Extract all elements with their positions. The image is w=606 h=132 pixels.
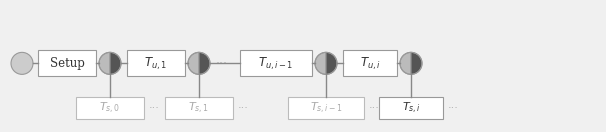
- Wedge shape: [400, 52, 411, 74]
- Text: ···: ···: [238, 103, 248, 113]
- Text: ···: ···: [216, 57, 228, 70]
- FancyBboxPatch shape: [127, 50, 185, 76]
- Wedge shape: [188, 52, 199, 74]
- Text: $T_{s,1}$: $T_{s,1}$: [188, 101, 210, 116]
- Wedge shape: [326, 52, 337, 74]
- Wedge shape: [99, 52, 110, 74]
- FancyBboxPatch shape: [165, 97, 233, 119]
- Text: ···: ···: [148, 103, 159, 113]
- Wedge shape: [315, 52, 326, 74]
- Text: $T_{u,1}$: $T_{u,1}$: [144, 55, 167, 72]
- FancyBboxPatch shape: [288, 97, 364, 119]
- Wedge shape: [411, 52, 422, 74]
- FancyBboxPatch shape: [379, 97, 443, 119]
- Text: $T_{s,0}$: $T_{s,0}$: [99, 101, 121, 116]
- Text: Setup: Setup: [50, 57, 84, 70]
- FancyBboxPatch shape: [240, 50, 312, 76]
- FancyBboxPatch shape: [38, 50, 96, 76]
- Text: $T_{s,i-1}$: $T_{s,i-1}$: [310, 101, 342, 116]
- Text: $T_{u,i-1}$: $T_{u,i-1}$: [258, 55, 294, 72]
- Circle shape: [11, 52, 33, 74]
- Wedge shape: [199, 52, 210, 74]
- FancyBboxPatch shape: [343, 50, 397, 76]
- Wedge shape: [110, 52, 121, 74]
- Text: $T_{u,i}$: $T_{u,i}$: [359, 55, 381, 72]
- Text: ···: ···: [448, 103, 458, 113]
- Text: $T_{s,i}$: $T_{s,i}$: [402, 101, 421, 116]
- FancyBboxPatch shape: [76, 97, 144, 119]
- Text: ···: ···: [368, 103, 379, 113]
